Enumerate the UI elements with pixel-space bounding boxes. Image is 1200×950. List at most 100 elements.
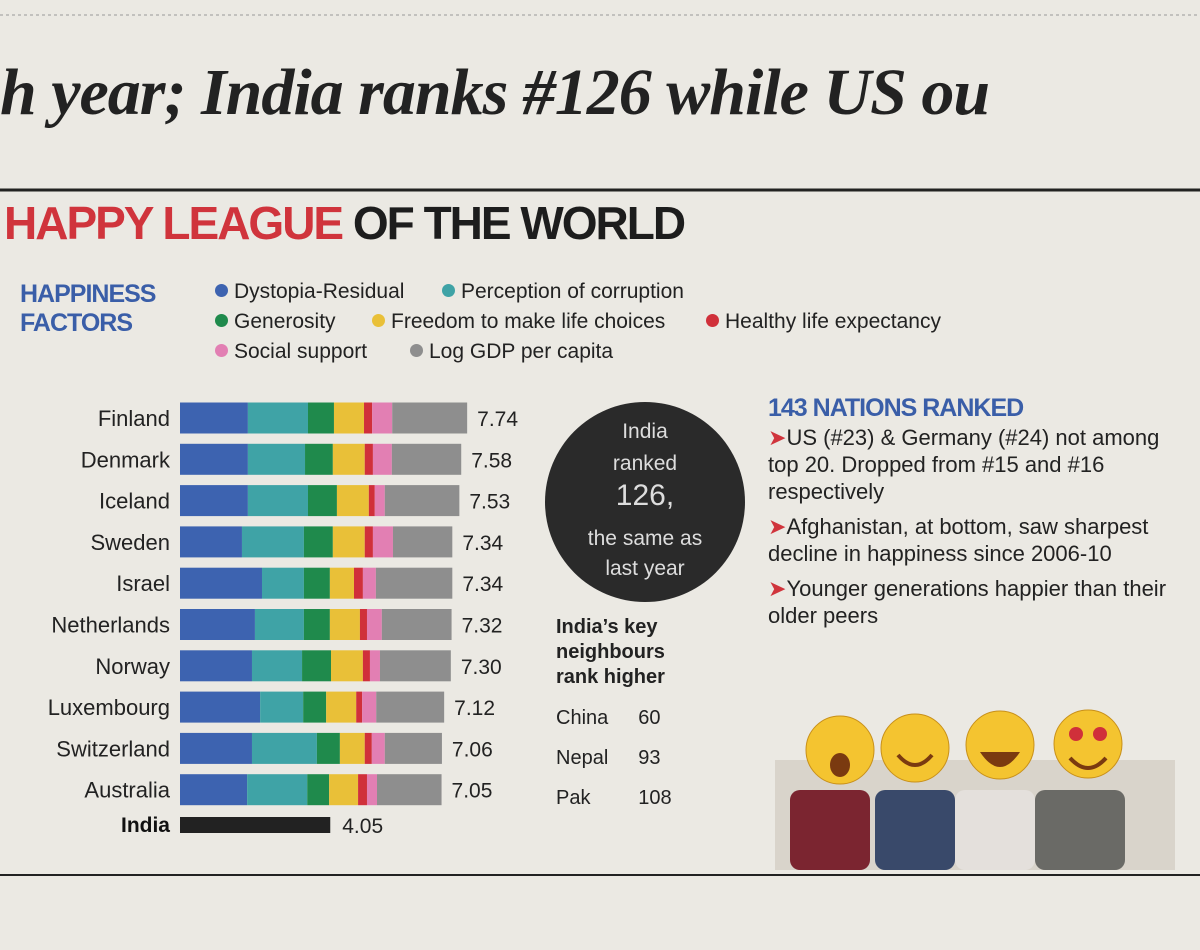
bar-segment [180,402,248,434]
value-label: 7.32 [462,615,503,638]
bar-segment [371,732,385,764]
legend-swatch [410,344,423,357]
line: neighbours [556,641,665,663]
bar-segment [372,526,393,558]
bar-segment [254,609,304,640]
bar-segment [366,774,378,806]
highlight-bar [180,817,331,833]
bar-segment [384,485,460,517]
callout-text: 126, [616,479,674,512]
facts-title: 143 NATIONS RANKED [768,394,1024,422]
bar-segment [329,774,359,806]
bar-segment [180,650,252,682]
legend-item: Dystopia-Residual [215,280,404,304]
section-title: HAPPY LEAGUE OF THE WORLD [4,196,686,250]
value-label: 7.58 [471,449,512,472]
bar-segment [261,567,304,599]
category-label: Finland [98,406,170,431]
rank: 60 [638,706,661,729]
legend-item: Healthy life expectancy [706,310,941,334]
title-red: HAPPY LEAGUE [4,197,344,249]
bar-segment [364,526,373,558]
category-label: Israel [116,571,170,596]
legend-label: Log GDP per capita [429,340,614,363]
bar-segment [366,609,382,640]
bar-segment [332,526,365,558]
callout-text: the same as [588,527,702,550]
bar-segment [362,650,370,682]
bar-segment [180,691,261,723]
legend-swatch [215,314,228,327]
bar-segment [180,526,242,558]
bar-segment [330,650,363,682]
bar-segment [251,732,317,764]
category-label: Australia [84,778,170,803]
category-label: Switzerland [56,736,170,761]
legend-swatch [706,314,719,327]
value-label: 7.74 [477,408,518,431]
callout-text: last year [605,557,684,580]
category-label: Norway [95,654,170,679]
legend-item: Freedom to make life choices [372,310,665,334]
legend-label: Freedom to make life choices [391,310,666,333]
bar-segment [392,402,468,434]
category-label: Iceland [99,489,170,514]
callout-circle [545,402,745,602]
legend-label: Dystopia-Residual [234,280,405,303]
bar-segment [353,567,363,599]
value-label: 7.34 [462,573,503,596]
bar-segment [372,443,392,475]
bar-segment [180,732,252,764]
category-label: Sweden [90,530,170,555]
bar-segment [303,609,330,640]
bar-segment [356,691,363,723]
legend-item: Generosity [215,310,336,334]
bar-segment [180,443,248,475]
legend-swatch [372,314,385,327]
bar-segment [247,485,308,517]
callout-text: India [622,420,668,443]
legend-label: Social support [234,340,368,363]
rank: 93 [638,746,661,769]
legend-label: Generosity [234,310,336,333]
legend-label: Perception of corruption [461,280,684,303]
bar-segment [333,402,365,434]
bar-segment [307,485,337,517]
legend-item: Log GDP per capita [410,340,613,364]
neighbours: India’s key neighbours rank higher China 60… [556,615,672,818]
bar-segment [303,691,327,723]
legend-swatch [215,344,228,357]
legend-item: Perception of corruption [442,280,684,304]
bar-segment [180,609,255,640]
bar-segment [332,443,365,475]
highlight-value: 4.05 [342,815,383,838]
callout-text: ranked [613,452,677,475]
bar-segment [377,774,442,806]
value-label: 7.06 [452,738,493,761]
bar-segment [364,443,373,475]
value-label: 7.30 [461,656,502,679]
neighbours-title: India’s key neighbours rank higher [556,615,672,690]
category-label: Denmark [81,447,171,472]
legend-title: HAPPINESS FACTORS [20,280,156,338]
bar-segment [384,732,442,764]
bar-segment [329,567,354,599]
bar-segment [368,485,375,517]
row: China 60 [556,698,672,738]
row: Nepal 93 [556,738,672,778]
bar-segment [307,402,334,434]
fact: Younger generations happier than their o… [768,575,1168,629]
bar-segment [307,774,330,806]
rank: 108 [638,786,672,809]
legend-swatch [442,284,455,297]
bar-segment [329,609,360,640]
illustration [775,709,1175,870]
bar-segment [241,526,304,558]
bar-segment [260,691,304,723]
legend-title-line: FACTORS [20,309,133,337]
bar-segment [247,774,308,806]
value-label: 7.34 [462,532,503,555]
category-label: Luxembourg [48,695,170,720]
